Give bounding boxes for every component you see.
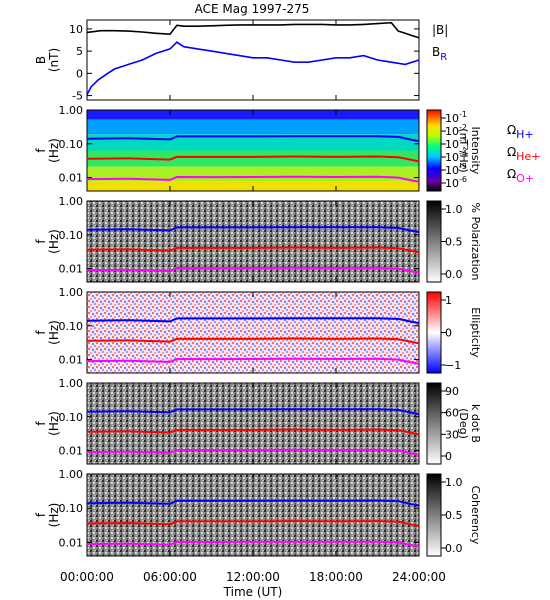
- colorbar-tick-label: 1.0: [445, 203, 463, 216]
- colorbar-tick-label: −1: [445, 359, 461, 372]
- y-tick-label: 0.01: [59, 536, 84, 549]
- gyro-line-H+: [86, 226, 420, 234]
- y-axis-unit: (Hz): [47, 503, 61, 528]
- colorbar-gradient: [426, 291, 442, 374]
- x-tick-label: 12:00:00: [226, 570, 280, 584]
- y-tick-label: 1.00: [59, 286, 84, 299]
- y-axis-unit: (nT): [47, 48, 61, 72]
- y-tick-label: 5: [76, 45, 83, 58]
- y-tick-label: 0.01: [59, 172, 84, 185]
- colorbar-tick-label: 0.5: [445, 236, 463, 249]
- series-line-B_R: [86, 41, 420, 96]
- gyro-label-O+: ΩO+: [507, 167, 534, 185]
- y-tick-label: 0: [76, 67, 83, 80]
- gyro-label-H+: ΩH+: [507, 123, 534, 141]
- panel-ellipticity: 1.00 0.10 0.01 1 0 −1 Ellipticity f (Hz): [34, 286, 482, 374]
- colorbar-coherency: 1.0 0.5 0.0 Coherency: [426, 473, 482, 557]
- y-tick-label: 0.10: [59, 502, 84, 515]
- colorbar-gradient: [426, 109, 442, 192]
- y-tick-label: 0.10: [59, 138, 84, 151]
- x-tick-label: 24:00:00: [392, 570, 446, 584]
- colorbar-label: k dot B: [469, 404, 482, 443]
- gyro-line-H+: [86, 408, 420, 416]
- x-tick-label: 06:00:00: [143, 570, 197, 584]
- panel-intensity: 1.00 0.10 0.01 10-110-210-310-410-510-6Inte…: [34, 104, 540, 192]
- gyro-line-He+: [86, 337, 420, 345]
- gyro-line-O+: [86, 540, 420, 548]
- colorbar-label: % Polarization: [469, 203, 482, 281]
- legend-B-R: BR: [432, 45, 447, 63]
- legend-B-total: |B|: [432, 23, 448, 37]
- colorbar-label: Ellipticity: [469, 307, 482, 358]
- gyro-line-H+: [86, 135, 420, 143]
- panel-polarization: 1.00 0.10 0.01 1.0 0.5 0.0 % Polarization f (Hz): [34, 195, 482, 283]
- y-tick-label: 0.10: [59, 411, 84, 424]
- gyro-line-O+: [86, 175, 420, 183]
- y-tick-label: 1.00: [59, 377, 84, 390]
- gyro-line-He+: [86, 520, 420, 528]
- colorbar-tick-label: 0.5: [445, 509, 463, 522]
- y-axis-label: f: [34, 330, 48, 335]
- y-tick-label: 0.01: [59, 263, 84, 276]
- panel-kdotb: 1.00 0.10 0.01 90 60 30 0 k dot B(Deg) f (Hz): [34, 377, 482, 465]
- y-tick-label: 0.01: [59, 354, 84, 367]
- colorbar-polarization: 1.0 0.5 0.0 % Polarization: [426, 200, 482, 283]
- y-axis-unit: (Hz): [47, 138, 61, 163]
- y-tick-label: 0.01: [59, 445, 84, 458]
- x-tick-label: 00:00:00: [60, 570, 114, 584]
- gyro-line-He+: [86, 246, 420, 254]
- gyro-line-He+: [86, 155, 420, 163]
- colorbar-tick-label: 10-6: [445, 175, 467, 190]
- colorbar-tick-label: 60: [445, 407, 459, 420]
- colorbar-tick-label: 1: [445, 294, 452, 307]
- colorbar-tick-label: 0.0: [445, 542, 463, 555]
- y-tick-label: -5: [72, 90, 83, 103]
- colorbar-gradient: [426, 382, 442, 465]
- panel-field: 10 5 0 -5 |B| BR B (nT): [34, 19, 448, 103]
- colorbar-tick-label: 0: [445, 327, 452, 340]
- chart-title: ACE Mag 1997-275: [195, 2, 310, 16]
- colorbar-label: Coherency: [469, 486, 482, 545]
- gyro-label-He+: ΩHe+: [507, 145, 540, 163]
- gyro-line-O+: [86, 266, 420, 274]
- y-tick-label: 10: [69, 23, 83, 36]
- panel-coherency: 1.00 0.10 0.01 1.0 0.5 0.0 Coherency f (Hz): [34, 468, 482, 557]
- y-tick-label: 1.00: [59, 195, 84, 208]
- colorbar-label: Intensity: [469, 127, 482, 175]
- gyro-line-O+: [86, 448, 420, 456]
- y-axis-label: B: [34, 56, 48, 64]
- colorbar-intensity: 10-110-210-310-410-510-6Intensity(nT²/Hz…: [426, 109, 482, 192]
- x-axis-label: Time (UT): [223, 585, 283, 599]
- colorbar-gradient: [426, 473, 442, 557]
- colorbar-tick-label: 0.0: [445, 268, 463, 281]
- colorbar-tick-label: 1.0: [445, 476, 463, 489]
- colorbar-unit: (nT²/Hz): [457, 128, 470, 172]
- colorbar-gradient: [426, 200, 442, 283]
- colorbar-ellipticity: 1 0 −1 Ellipticity: [426, 291, 482, 374]
- gyro-line-He+: [86, 428, 420, 436]
- y-axis-label: f: [34, 512, 48, 517]
- x-tick-label: 18:00:00: [309, 570, 363, 584]
- colorbar-unit: (Deg): [457, 408, 470, 439]
- y-tick-label: 1.00: [59, 104, 84, 117]
- colorbar-kdotb: 90 60 30 0 k dot B(Deg): [426, 382, 482, 465]
- y-axis-label: f: [34, 148, 48, 153]
- y-tick-label: 0.10: [59, 229, 84, 242]
- colorbar-tick-label: 30: [445, 428, 459, 441]
- y-axis-unit: (Hz): [47, 229, 61, 254]
- colorbar-tick-label: 0: [445, 450, 452, 463]
- y-tick-label: 0.10: [59, 320, 84, 333]
- x-axis-ticklabels: 00:00:00 06:00:00 12:00:00 18:00:00 24:0…: [60, 570, 446, 584]
- colorbar-tick-label: 90: [445, 385, 459, 398]
- y-tick-label: 1.00: [59, 468, 84, 481]
- y-axis-label: f: [34, 239, 48, 244]
- gyro-line-H+: [86, 317, 420, 325]
- gyro-line-H+: [86, 499, 420, 507]
- y-axis-unit: (Hz): [47, 411, 61, 436]
- y-axis-label: f: [34, 421, 48, 426]
- gyro-line-O+: [86, 357, 420, 365]
- y-axis-unit: (Hz): [47, 320, 61, 345]
